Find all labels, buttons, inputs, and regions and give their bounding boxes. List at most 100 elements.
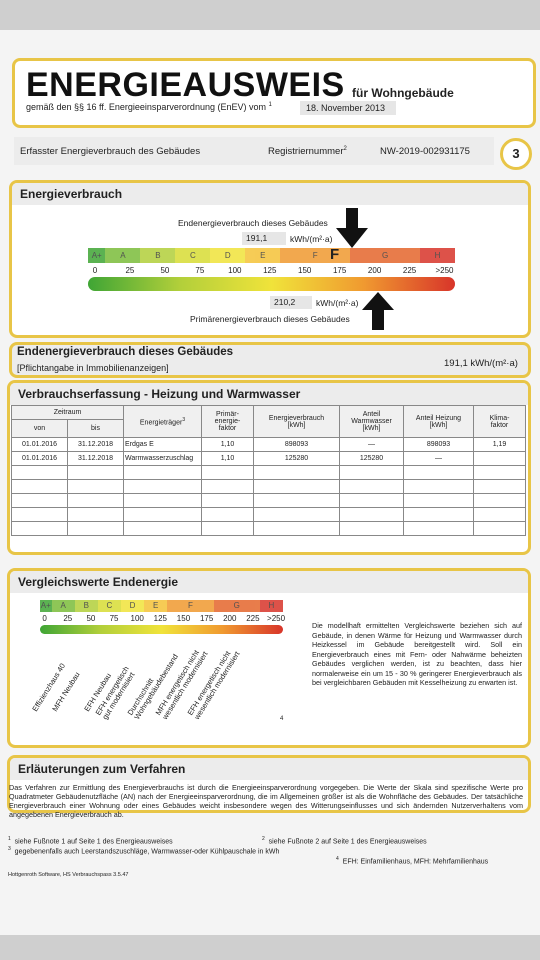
table-cell	[67, 493, 124, 508]
mandatory-note: [Pflichtangabe in Immobilienanzeigen]	[17, 363, 169, 373]
energy-class-b: B	[140, 248, 176, 263]
scale-tick: 125	[153, 614, 168, 623]
table-cell: 01.01.2016	[11, 437, 68, 452]
table-cell	[403, 521, 474, 536]
table-cell: 898093	[403, 437, 474, 452]
table-cell: 31.12.2018	[67, 451, 124, 466]
registration-number: NW-2019-002931175	[380, 146, 470, 157]
footnote-2: 2 siehe Fußnote 2 auf Seite 1 des Energi…	[262, 836, 427, 846]
explanation-text: Das Verfahren zur Ermittlung des Energie…	[9, 783, 523, 819]
consumption-table: Zeitraum Energieträger3 Primär- energie-…	[11, 405, 526, 536]
table-cell: —	[339, 437, 404, 452]
table-cell	[403, 493, 474, 508]
table-cell	[253, 521, 340, 536]
scale-tick: 50	[86, 614, 96, 623]
energy-class-g: G	[350, 248, 421, 263]
table-cell	[11, 479, 68, 494]
table-cell	[339, 507, 404, 522]
col-heizung: Anteil Heizung [kWh]	[403, 405, 474, 438]
table-cell	[201, 493, 254, 508]
table-cell	[473, 493, 526, 508]
table-row: 01.01.2016 31.12.2018 Erdgas E 1,10 898093—8…	[11, 437, 526, 452]
table-cell: 125280	[339, 451, 404, 466]
explanation-panel: Erläuterungen zum Verfahren	[7, 755, 531, 813]
primary-energy-unit: kWh/(m²·a)	[316, 298, 359, 308]
comparison-panel: Vergleichswerte Endenergie	[7, 568, 531, 748]
comparison-scale-ticks: 0 25 50 75 100 125 150 175 200 225 >250	[40, 614, 286, 624]
end-energy-summary-value: 191,1 kWh/(m²·a)	[444, 358, 518, 369]
table-cell	[201, 465, 254, 480]
table-cell	[473, 451, 526, 466]
table-cell: 1,10	[201, 451, 254, 466]
energy-class-e: E	[144, 600, 168, 612]
primary-energy-value: 210,2	[270, 296, 312, 309]
footnote-4: 4 EFH: Einfamilienhaus, MFH: Mehrfamilie…	[336, 856, 489, 866]
energy-class-a: A	[105, 248, 141, 263]
comparison-panel-title: Vergleichswerte Endenergie	[10, 571, 528, 593]
col-traeger: Energieträger3	[123, 405, 202, 438]
footnote-3: 3 gegebenenfalls auch Leerstandszuschläg…	[8, 846, 280, 856]
scale-tick: 0	[42, 614, 47, 623]
regulation-date: 18. November 2013	[300, 101, 396, 115]
table-cell	[123, 493, 202, 508]
col-von: von	[11, 419, 68, 438]
table-cell	[253, 507, 340, 522]
scale-tick: 200	[223, 614, 237, 623]
table-cell	[473, 465, 526, 480]
comparison-explanation: Die modellhaft ermittelten Vergleichswer…	[312, 621, 522, 687]
scale-tick: 125	[263, 266, 277, 275]
energy-class-b: B	[74, 600, 98, 612]
table-cell: 125280	[253, 451, 340, 466]
scale-tick: >250	[267, 614, 286, 623]
table-cell: 01.01.2016	[11, 451, 68, 466]
end-energy-arrow-icon	[336, 208, 368, 248]
table-cell	[253, 479, 340, 494]
energy-class-scale: A+ A B C D E F G H	[88, 248, 455, 263]
table-cell	[67, 521, 124, 536]
table-cell	[67, 507, 124, 522]
reference-label-marker: 4	[280, 716, 284, 722]
energy-class-c: C	[97, 600, 121, 612]
table-cell	[339, 479, 404, 494]
table-cell	[201, 507, 254, 522]
table-cell: 1,10	[201, 437, 254, 452]
table-cell	[11, 507, 68, 522]
scale-tick: 0	[92, 266, 98, 275]
table-cell	[11, 493, 68, 508]
end-energy-summary-panel	[9, 342, 531, 378]
scale-tick: 175	[199, 614, 214, 623]
table-cell: 31.12.2018	[67, 437, 124, 452]
table-cell	[123, 507, 202, 522]
primary-energy-arrow-icon	[362, 292, 394, 330]
col-warmwasser: Anteil Warmwasser [kWh]	[339, 405, 404, 438]
energy-class-g: G	[213, 600, 260, 612]
table-row	[11, 507, 526, 522]
energy-class-f: F	[167, 600, 214, 612]
legal-footnote-marker: 1	[268, 102, 272, 108]
scale-tick: 100	[228, 266, 242, 275]
table-cell: —	[403, 451, 474, 466]
primary-energy-label: Primärenergieverbrauch dieses Gebäudes	[190, 314, 350, 324]
table-cell	[339, 493, 404, 508]
software-credit: Hottgenroth Software, HS Verbrauchspass …	[8, 872, 129, 878]
table-row	[11, 521, 526, 536]
col-bis: bis	[67, 419, 124, 438]
scale-tick: 225	[402, 266, 417, 275]
table-cell	[11, 521, 68, 536]
header-box	[12, 58, 536, 128]
table-row: 01.01.2016 31.12.2018 Warmwasserzuschlag 1,…	[11, 451, 526, 466]
table-cell	[473, 479, 526, 494]
col-klima: Klima- faktor	[473, 405, 526, 438]
table-cell	[11, 465, 68, 480]
table-cell	[253, 465, 340, 480]
comparison-class-scale: A+ A B C D E F G H	[40, 600, 283, 612]
scale-tick: >250	[435, 266, 454, 275]
energy-class-h: H	[420, 248, 455, 263]
end-energy-unit: kWh/(m²·a)	[290, 234, 333, 244]
scale-tick: 25	[125, 266, 135, 275]
table-cell	[67, 479, 124, 494]
table-cell	[473, 507, 526, 522]
legal-basis: gemäß den §§ 16 ff. Energieeinsparverord…	[26, 102, 272, 112]
scale-tick: 225	[246, 614, 260, 623]
end-energy-label: Endenergieverbrauch dieses Gebäudes	[178, 218, 328, 228]
